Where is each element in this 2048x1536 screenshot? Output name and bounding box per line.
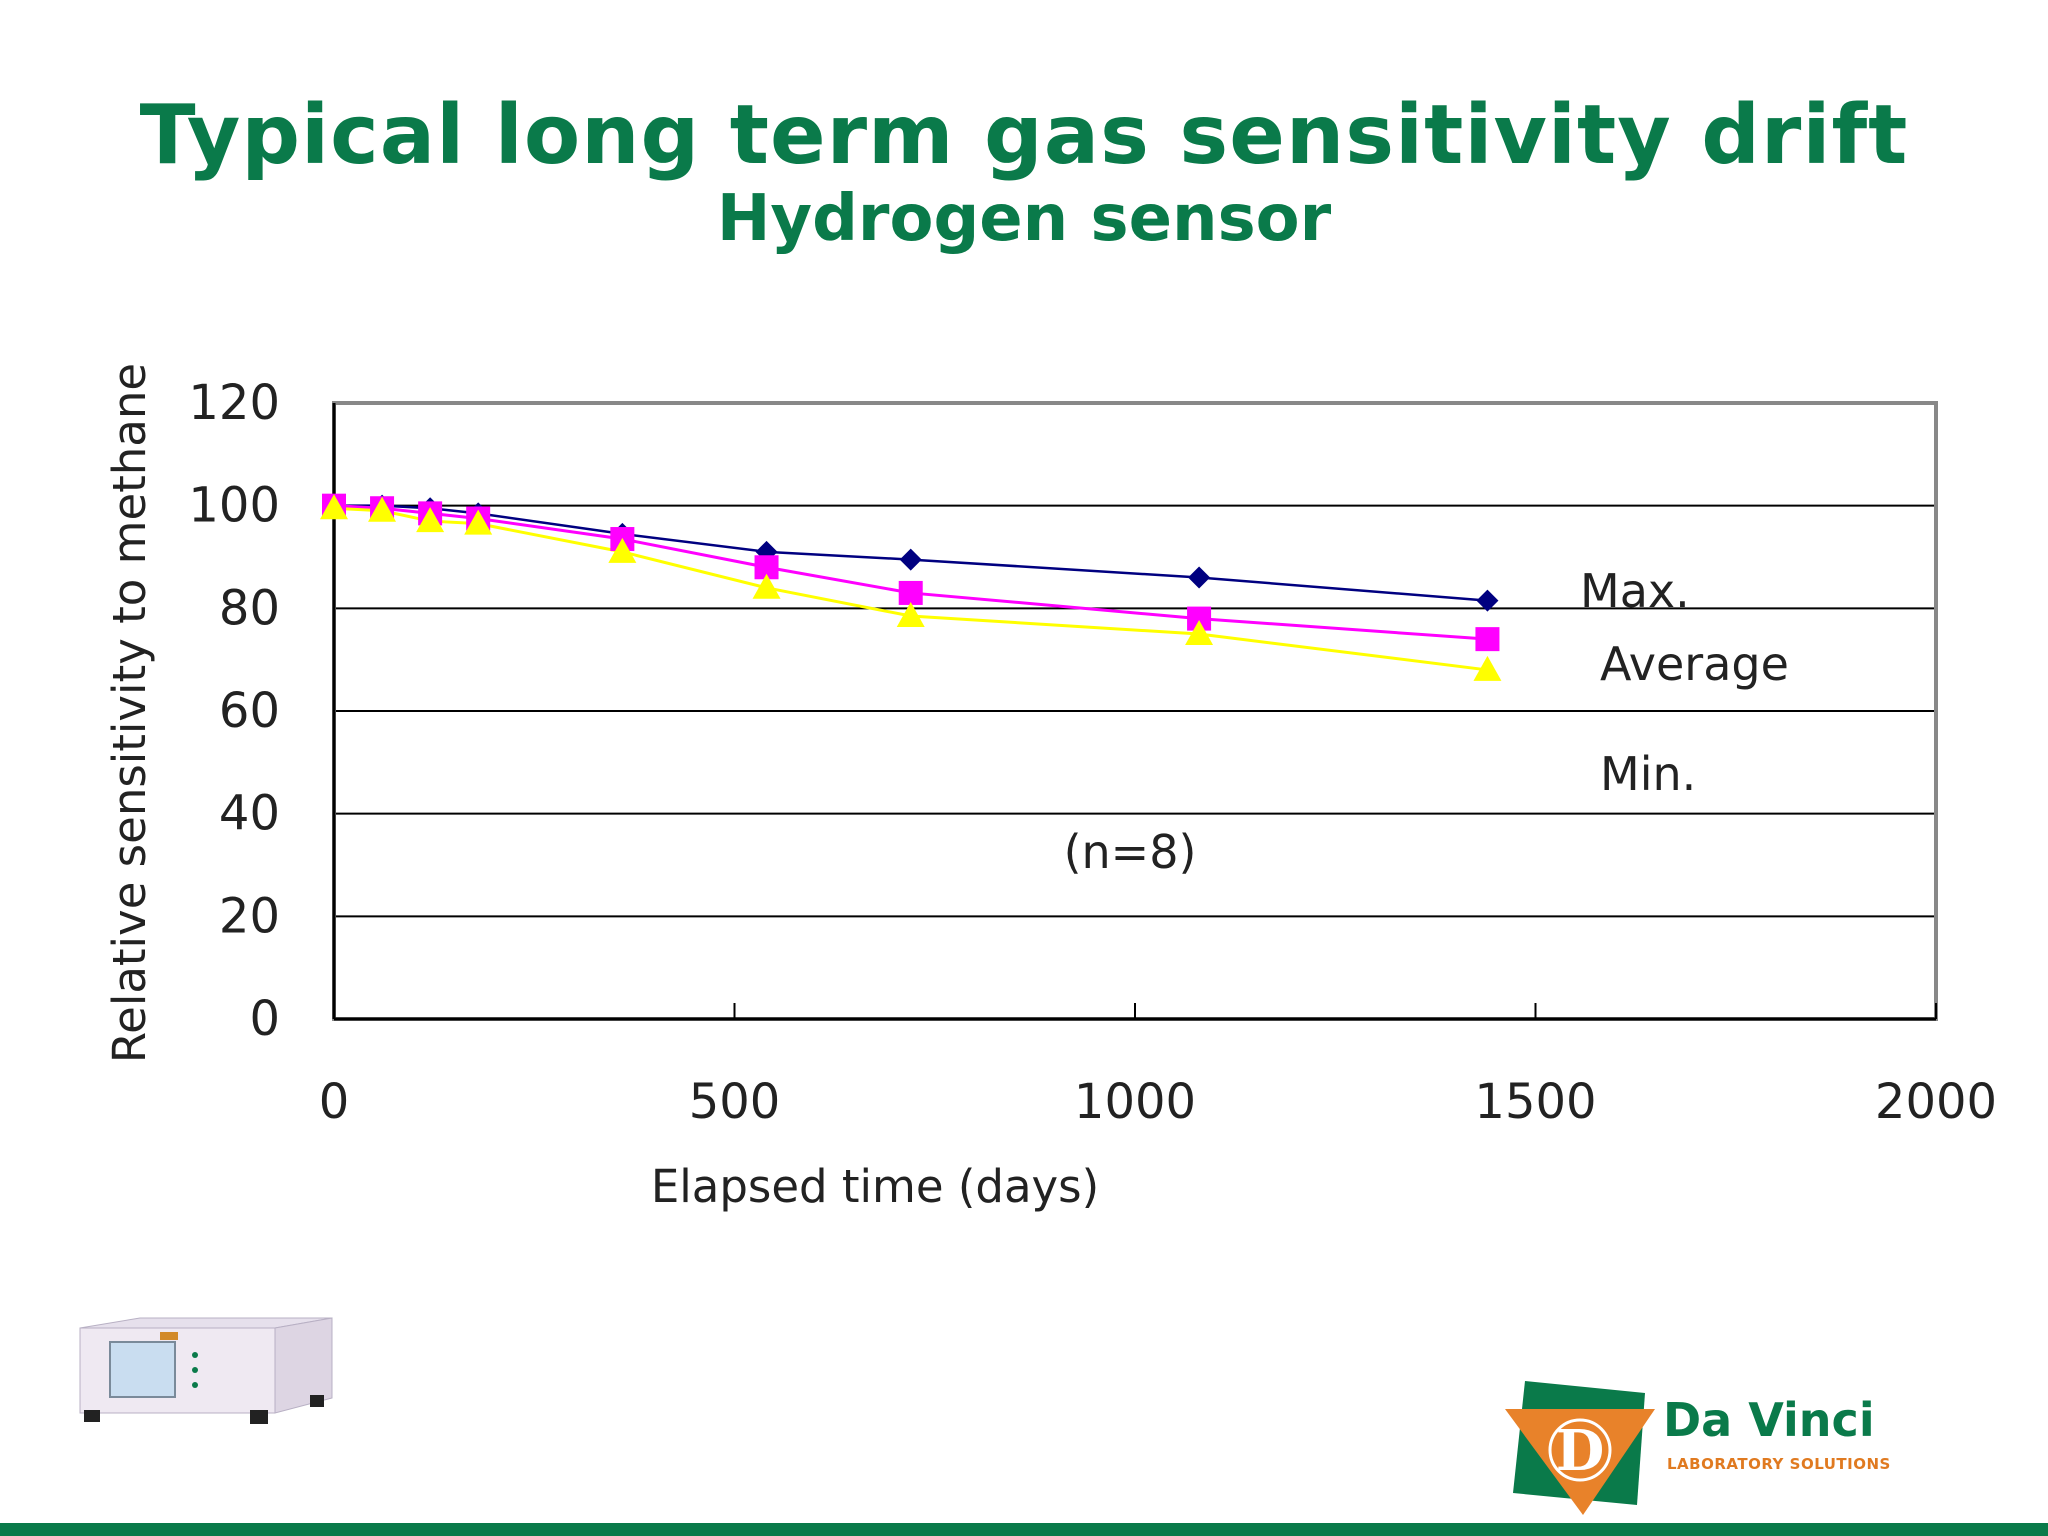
series-label: Max.: [1580, 564, 1690, 618]
logo-tagline: LABORATORY SOLUTIONS: [1667, 1455, 1891, 1473]
max-point: [1476, 589, 1499, 612]
y-tick-label: 100: [188, 478, 280, 534]
max-point: [899, 548, 922, 571]
min-point: [608, 537, 637, 563]
slide-title: Typical long term gas sensitivity drift: [139, 88, 1909, 183]
x-tick-label: 500: [689, 1074, 781, 1130]
min-point: [320, 494, 348, 520]
sample-size-annotation: (n=8): [1064, 825, 1197, 879]
x-tick-label: 2000: [1875, 1074, 1997, 1130]
max-point: [1188, 566, 1211, 589]
slide-subtitle: Hydrogen sensor: [716, 182, 1332, 256]
y-tick-label: 0: [249, 991, 280, 1047]
y-tick-label: 40: [219, 786, 280, 842]
y-axis-title: Relative sensitivity to methane: [103, 363, 156, 1063]
y-tick-label: 80: [219, 580, 280, 636]
da-vinci-logo: D Da Vinci LABORATORY SOLUTIONS: [1505, 1375, 1975, 1515]
min-point: [416, 507, 445, 533]
min-point: [752, 573, 781, 599]
bottom-accent-bar: [0, 1523, 2048, 1536]
min-point: [1473, 655, 1502, 681]
svg-text:D: D: [1556, 1418, 1605, 1484]
y-tick-label: 20: [219, 888, 280, 944]
min-point: [1185, 620, 1214, 645]
analyzer-device-icon: [70, 1310, 345, 1430]
y-tick-label: 120: [188, 375, 280, 431]
sensitivity-drift-chart: 0 20 40 60 80 100 120 0 500 1000 1500 2000 Elapsed …: [103, 363, 1997, 1213]
series-label: Min.: [1600, 747, 1696, 801]
logo-name: Da Vinci: [1663, 1393, 1875, 1447]
y-tick-label: 60: [219, 683, 280, 739]
x-tick-label: 0: [319, 1074, 350, 1130]
x-tick-label: 1000: [1074, 1074, 1196, 1130]
x-axis-title: Elapsed time (days): [651, 1160, 1099, 1213]
min-point: [896, 602, 925, 628]
series-label: Average: [1600, 637, 1789, 691]
min-point: [368, 496, 397, 522]
x-tick-label: 1500: [1474, 1074, 1596, 1130]
average-point: [1475, 627, 1500, 652]
average-point: [898, 580, 923, 605]
min-point: [464, 509, 493, 535]
